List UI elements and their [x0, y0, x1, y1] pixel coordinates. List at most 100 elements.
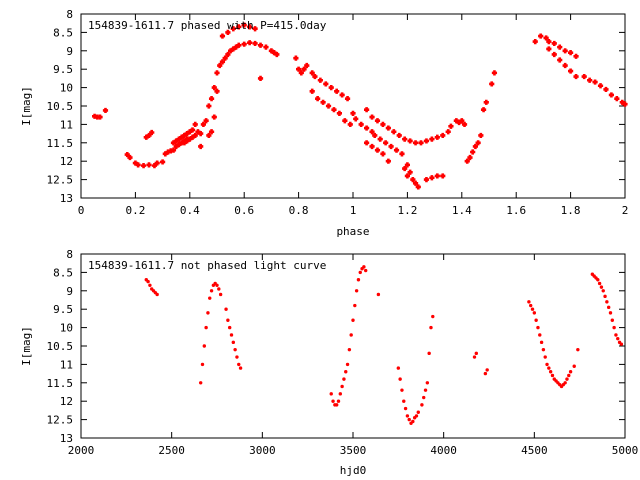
- data-point: [222, 55, 228, 61]
- data-point: [606, 305, 611, 310]
- data-point: [217, 287, 221, 291]
- data-point: [377, 136, 383, 142]
- data-point: [214, 70, 220, 76]
- data-point: [354, 289, 359, 293]
- axis-ticks: [80, 253, 626, 439]
- data-point: [412, 140, 419, 146]
- data-point: [160, 159, 166, 165]
- data-point: [567, 373, 571, 378]
- data-point: [344, 370, 348, 374]
- data-point: [557, 57, 563, 63]
- data-point: [429, 325, 433, 330]
- data-point: [369, 143, 375, 150]
- y-tick-label: 10.5: [47, 100, 74, 113]
- data-point: [614, 96, 620, 102]
- data-point: [572, 364, 576, 368]
- data-point: [547, 366, 551, 370]
- data-point: [329, 392, 333, 396]
- data-point: [363, 268, 368, 273]
- x-tick-label: 5000: [612, 444, 639, 457]
- data-point: [420, 403, 424, 407]
- data-point: [304, 62, 310, 69]
- data-point: [351, 318, 355, 322]
- data-point: [416, 410, 420, 414]
- data-point: [339, 92, 345, 98]
- data-point: [483, 371, 488, 376]
- y-tick-label: 9: [66, 45, 73, 58]
- data-point: [448, 123, 454, 129]
- x-tick-label: 3000: [249, 444, 276, 457]
- data-point: [411, 419, 415, 424]
- data-point: [410, 177, 416, 183]
- data-point: [543, 355, 547, 359]
- data-point: [407, 417, 411, 422]
- data-point: [135, 162, 141, 168]
- data-point: [301, 66, 307, 72]
- data-point: [358, 121, 364, 127]
- data-points: [92, 22, 628, 190]
- data-point: [334, 88, 340, 94]
- data-point: [293, 55, 299, 61]
- data-point: [374, 147, 381, 153]
- data-point: [427, 351, 431, 356]
- data-point: [226, 318, 230, 322]
- data-point: [206, 103, 212, 109]
- data-point: [483, 99, 489, 105]
- data-point: [404, 162, 410, 168]
- data-point: [215, 283, 219, 287]
- data-point: [309, 88, 315, 94]
- data-point: [231, 340, 236, 345]
- data-point: [192, 121, 198, 127]
- data-point: [474, 351, 479, 356]
- x-tick-label: 4000: [430, 444, 457, 457]
- data-point: [472, 143, 478, 150]
- x-tick-label: 1.4: [452, 204, 472, 217]
- plot-frame: [80, 13, 626, 199]
- data-point: [217, 62, 223, 69]
- data-point: [274, 51, 280, 58]
- data-point: [485, 368, 489, 372]
- data-point: [202, 344, 207, 348]
- data-point: [396, 366, 401, 370]
- data-point: [388, 143, 394, 150]
- data-point: [208, 296, 212, 300]
- data-point: [534, 318, 538, 322]
- data-point: [315, 96, 321, 102]
- data-point: [562, 48, 568, 54]
- data-point: [472, 355, 477, 359]
- data-point: [146, 162, 152, 168]
- data-point: [127, 154, 133, 161]
- y-tick-label: 13: [60, 432, 73, 445]
- data-point: [328, 85, 334, 91]
- data-point: [434, 173, 440, 179]
- x-tick-label: 4500: [521, 444, 548, 457]
- data-point: [550, 373, 555, 378]
- data-point: [429, 175, 435, 181]
- y-tick-label: 11.5: [47, 377, 74, 390]
- data-point: [464, 158, 470, 164]
- data-point: [543, 35, 549, 41]
- data-point: [241, 22, 247, 28]
- data-point: [369, 114, 375, 120]
- data-point: [612, 325, 616, 330]
- data-point: [405, 414, 410, 418]
- data-point: [192, 132, 198, 139]
- data-point: [238, 366, 243, 370]
- data-point: [539, 340, 544, 345]
- data-point: [489, 81, 495, 87]
- data-point: [399, 151, 405, 157]
- panel-title: 154839-1611.7 phased with P=415.0day: [88, 19, 327, 32]
- data-point: [146, 279, 150, 284]
- y-tick-label: 8.5: [53, 26, 73, 39]
- data-point: [480, 107, 487, 113]
- tick-labels: 0 0.2 0.4 0.6 0.8 1 1.2 1.4 1.6 1.8 2 8 8.5 9 9.5 10 10.…: [47, 8, 629, 217]
- data-point: [597, 83, 604, 89]
- data-point: [568, 68, 574, 74]
- data-point: [536, 325, 540, 330]
- data-point: [398, 377, 402, 381]
- data-point: [353, 116, 359, 122]
- data-point: [404, 173, 410, 179]
- axis-ticks: [80, 13, 626, 199]
- data-point: [340, 384, 344, 389]
- data-point: [551, 51, 557, 58]
